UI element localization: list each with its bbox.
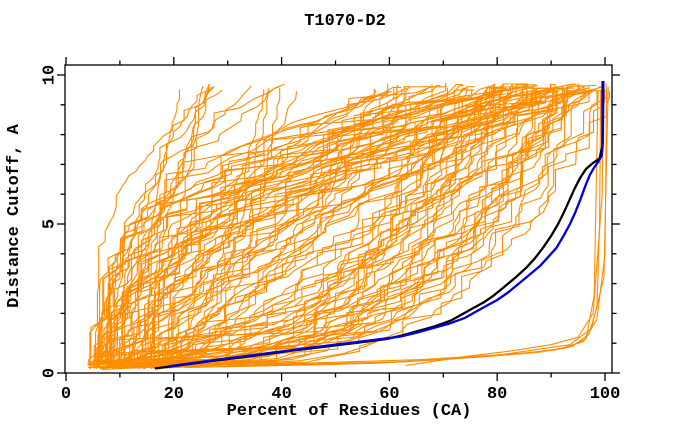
orange-model-curve <box>148 84 441 365</box>
y-tick-label: 10 <box>41 65 60 85</box>
axis-tick-labels: 0 20 40 60 80 100 0 5 10 <box>41 65 621 404</box>
orange-model-curve <box>120 86 279 364</box>
x-tick-label: 60 <box>379 385 399 404</box>
orange-model-curve <box>99 85 586 370</box>
axis-ticks <box>57 57 620 381</box>
orange-model-curve <box>128 87 585 368</box>
orange-model-curve <box>112 91 611 369</box>
highlight-blue-model <box>168 80 605 368</box>
orange-model-curve <box>97 90 524 366</box>
orange-model-curve <box>144 90 569 363</box>
orange-model-curve <box>98 86 524 363</box>
orange-model-curve <box>128 88 593 368</box>
plot-border <box>64 64 613 374</box>
orange-model-curve <box>96 84 495 363</box>
orange-model-curve <box>153 90 529 369</box>
orange-outlier-curve <box>184 91 599 369</box>
x-tick-label: 80 <box>487 385 507 404</box>
orange-model-curve <box>105 83 579 368</box>
chart-title: T1070-D2 <box>304 12 386 31</box>
orange-model-curve <box>126 88 508 367</box>
orange-model-curve <box>116 86 402 363</box>
orange-model-curve <box>108 86 215 366</box>
orange-model-curve <box>101 90 598 370</box>
orange-model-curve <box>133 89 498 369</box>
orange-model-curve <box>166 87 281 364</box>
orange-model-curve <box>165 85 601 363</box>
plot-frame <box>64 64 613 374</box>
orange-model-curve <box>87 88 512 366</box>
orange-model-curve <box>131 88 269 367</box>
orange-model-curve <box>89 88 555 367</box>
orange-model-curve <box>109 85 399 368</box>
orange-model-curve <box>101 87 537 366</box>
orange-model-curve <box>123 88 375 369</box>
orange-model-curve <box>136 85 564 366</box>
orange-model-curve <box>94 89 223 368</box>
orange-model-curve <box>166 89 475 364</box>
x-axis-label: Percent of Residues (CA) <box>227 402 472 421</box>
orange-model-curve <box>145 90 457 368</box>
plot-area <box>87 80 611 370</box>
orange-model-curve <box>156 88 554 368</box>
orange-model-curve <box>118 90 544 367</box>
orange-model-curve <box>96 88 538 365</box>
orange-model-curve <box>90 91 532 363</box>
orange-model-curve <box>150 87 209 366</box>
orange-model-curve <box>111 85 558 366</box>
x-tick-label: 40 <box>271 385 291 404</box>
orange-model-curve <box>169 89 606 368</box>
x-tick-label: 20 <box>164 385 184 404</box>
orange-model-curve <box>157 86 410 365</box>
orange-outlier-curve <box>405 89 604 367</box>
x-tick-label: 0 <box>61 385 71 404</box>
orange-outlier-curve <box>254 86 609 366</box>
orange-model-curve <box>94 83 552 369</box>
orange-model-curve <box>110 90 593 368</box>
orange-model-curve <box>141 89 503 369</box>
orange-model-curve <box>111 86 585 369</box>
orange-model-curve <box>111 85 531 364</box>
orange-model-curve <box>93 83 556 364</box>
orange-model-curve <box>107 90 393 369</box>
orange-model-curve <box>127 88 469 368</box>
orange-model-curve <box>90 84 597 369</box>
orange-model-curve <box>87 87 467 365</box>
orange-model-curve <box>164 83 607 369</box>
x-tick-label: 100 <box>590 385 621 404</box>
y-tick-label: 5 <box>41 219 60 229</box>
orange-model-curve <box>123 86 395 363</box>
orange-model-curve <box>161 84 496 364</box>
y-axis-label: Distance Cutoff, A <box>5 123 24 307</box>
orange-model-curve <box>106 83 495 363</box>
orange-model-curve <box>133 89 181 364</box>
orange-model-curve <box>144 85 253 363</box>
orange-model-curve <box>122 84 556 367</box>
y-tick-label: 0 <box>41 368 60 378</box>
orange-model-curve <box>97 84 538 368</box>
